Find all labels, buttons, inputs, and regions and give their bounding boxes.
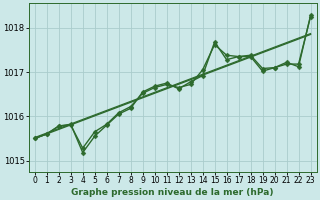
X-axis label: Graphe pression niveau de la mer (hPa): Graphe pression niveau de la mer (hPa) xyxy=(71,188,274,197)
